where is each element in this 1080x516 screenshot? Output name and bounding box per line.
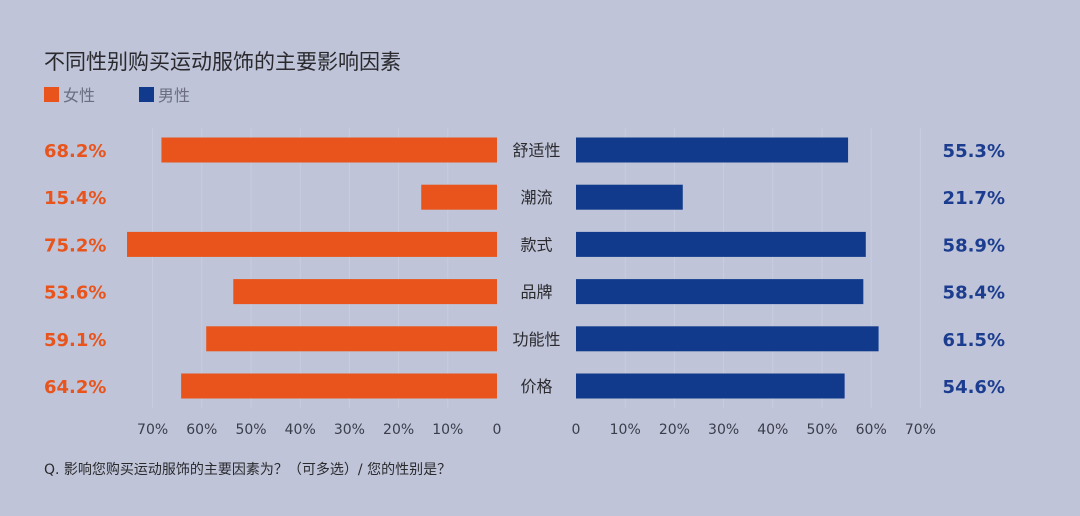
x-tick-label-left: 70%	[137, 422, 168, 438]
bar-female	[161, 137, 497, 163]
value-label-female: 53.6%	[44, 283, 106, 304]
bar-male	[576, 231, 866, 257]
value-label-female: 15.4%	[44, 188, 106, 209]
x-tick-label-right: 0	[572, 422, 581, 438]
chart-title: 不同性别购买运动服饰的主要影响因素	[44, 50, 401, 74]
x-tick-label-left: 40%	[285, 422, 316, 438]
x-tick-label-right: 70%	[905, 422, 936, 438]
value-label-male: 21.7%	[943, 188, 1005, 209]
category-label: 价格	[520, 377, 552, 396]
bar-male	[576, 326, 879, 352]
legend-item-male: 男性	[139, 82, 190, 106]
x-tick-label-right: 20%	[659, 422, 690, 438]
x-tick-label-right: 10%	[610, 422, 641, 438]
x-tick-label-left: 10%	[432, 422, 463, 438]
x-tick-label-left: 20%	[383, 422, 414, 438]
bar-female	[233, 279, 497, 305]
x-tick-label-left: 0	[493, 422, 502, 438]
category-label: 潮流	[520, 188, 552, 207]
value-label-female: 75.2%	[44, 235, 106, 256]
bar-female	[127, 231, 498, 257]
bar-male	[576, 137, 849, 163]
category-label: 功能性	[512, 330, 560, 349]
footnote: Q. 影响您购买运动服饰的主要因素为？（可多选）/ 您的性别是？	[44, 462, 452, 478]
category-label: 款式	[520, 235, 552, 254]
bar-male	[576, 184, 683, 210]
value-label-male: 61.5%	[943, 330, 1005, 351]
value-label-male: 55.3%	[943, 141, 1005, 162]
category-label: 品牌	[520, 283, 552, 302]
value-label-male: 54.6%	[943, 377, 1005, 398]
legend-label-female: 女性	[63, 86, 96, 105]
value-label-male: 58.4%	[943, 283, 1005, 304]
x-tick-label-right: 60%	[856, 422, 887, 438]
legend-label-male: 男性	[158, 86, 191, 105]
x-tick-label-left: 50%	[235, 422, 266, 438]
x-tick-label-left: 30%	[334, 422, 365, 438]
bar-female	[206, 326, 497, 352]
x-tick-label-right: 40%	[757, 422, 788, 438]
x-tick-label-right: 50%	[806, 422, 837, 438]
x-tick-label-right: 30%	[708, 422, 739, 438]
value-label-female: 64.2%	[44, 377, 106, 398]
value-label-female: 68.2%	[44, 141, 106, 162]
bar-male	[576, 279, 864, 305]
category-label: 舒适性	[512, 141, 560, 160]
legend-swatch-female	[44, 86, 59, 102]
value-label-female: 59.1%	[44, 330, 106, 351]
x-tick-label-left: 60%	[186, 422, 217, 438]
legend-swatch-male	[139, 86, 155, 102]
bar-female	[181, 373, 498, 399]
bar-female	[421, 184, 497, 210]
legend-item-female: 女性	[44, 82, 95, 106]
bar-male	[576, 373, 845, 399]
value-label-male: 58.9%	[943, 235, 1005, 256]
legend: 女性 男性	[44, 82, 190, 106]
